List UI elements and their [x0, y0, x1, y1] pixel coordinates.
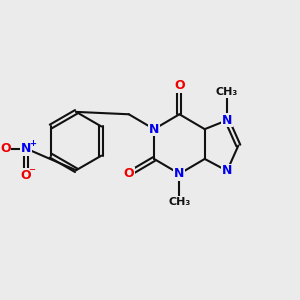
Text: N: N: [149, 123, 159, 136]
Text: O: O: [0, 142, 11, 155]
Text: O: O: [21, 169, 32, 182]
Text: +: +: [29, 139, 36, 148]
Text: N: N: [21, 142, 31, 155]
Text: N: N: [222, 164, 232, 177]
Text: N: N: [222, 114, 232, 127]
Text: N: N: [174, 167, 184, 180]
Text: O: O: [174, 80, 185, 92]
Text: CH₃: CH₃: [168, 197, 190, 207]
Text: O: O: [124, 167, 134, 180]
Text: −: −: [28, 165, 35, 174]
Text: CH₃: CH₃: [216, 87, 238, 97]
